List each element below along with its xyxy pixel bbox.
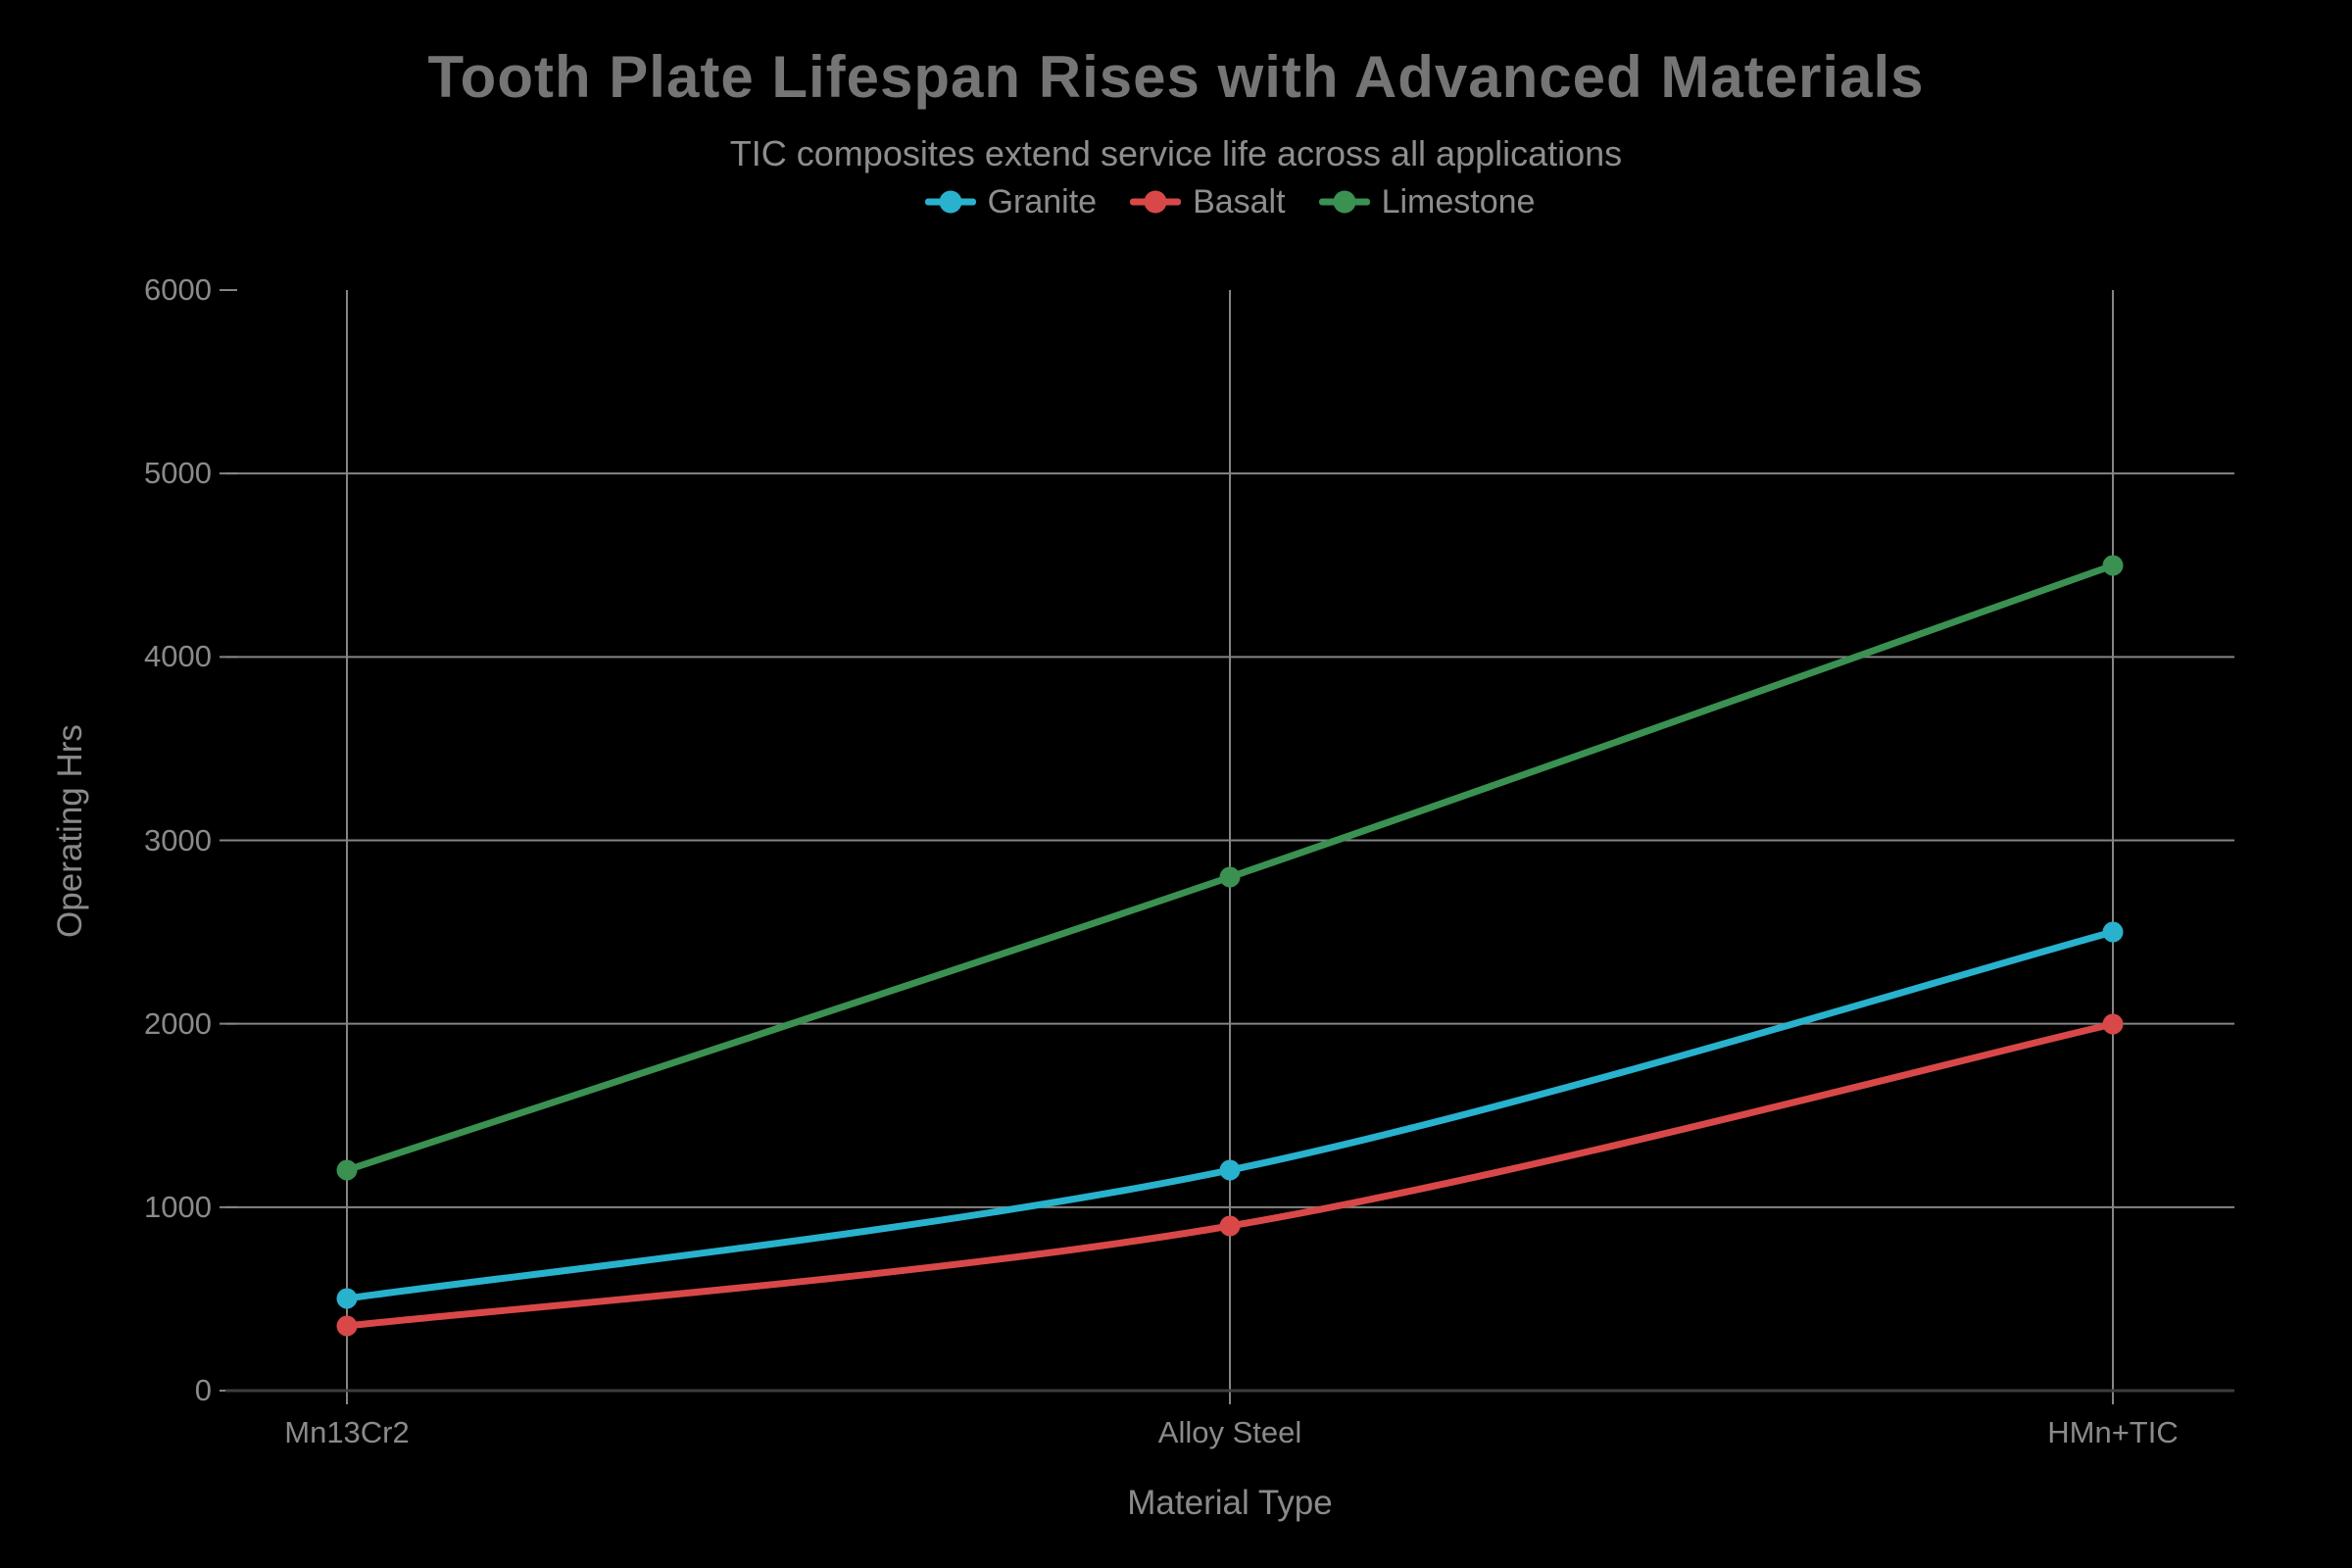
legend: Granite Basalt Limestone — [225, 180, 2234, 223]
data-point-basalt-0 — [336, 1315, 358, 1337]
legend-label: Basalt — [1193, 183, 1286, 220]
x-tick-label-0: Mn13Cr2 — [284, 1415, 410, 1449]
data-point-limestone-2 — [2102, 555, 2124, 576]
data-point-granite-2 — [2102, 921, 2124, 943]
y-tick-label-6000: 6000 — [144, 272, 212, 307]
x-tick-label-1: Alloy Steel — [1157, 1415, 1302, 1449]
x-axis-title: Material Type — [1127, 1484, 1333, 1522]
y-tick-label-4000: 4000 — [144, 639, 212, 674]
data-point-limestone-0 — [336, 1159, 358, 1181]
y-tick-label-5000: 5000 — [144, 456, 212, 491]
data-point-basalt-2 — [2102, 1013, 2124, 1035]
y-axis-title: Operating Hrs — [51, 724, 89, 938]
data-point-granite-1 — [1219, 1159, 1241, 1181]
legend-item-granite[interactable]: Granite — [924, 180, 1098, 223]
legend-item-basalt[interactable]: Basalt — [1130, 180, 1286, 223]
x-tick-label-2: HMn+TIC — [2047, 1415, 2179, 1449]
legend-line-dot-icon — [1318, 190, 1370, 214]
chart-subtitle: TIC composites extend service life acros… — [729, 133, 1623, 173]
legend-line-dot-icon — [924, 190, 976, 214]
data-point-basalt-1 — [1219, 1215, 1241, 1237]
legend-label: Limestone — [1381, 183, 1536, 220]
chart-title: Tooth Plate Lifespan Rises with Advanced… — [427, 44, 1925, 110]
legend-item-limestone[interactable]: Limestone — [1318, 180, 1536, 223]
y-tick-label-2000: 2000 — [144, 1005, 212, 1041]
legend-label: Granite — [987, 183, 1098, 220]
data-point-granite-0 — [336, 1288, 358, 1309]
legend-line-dot-icon — [1130, 190, 1182, 214]
y-tick-label-0: 0 — [194, 1373, 212, 1407]
y-tick-label-1000: 1000 — [144, 1189, 212, 1224]
y-tick-label-3000: 3000 — [144, 822, 212, 858]
data-point-limestone-1 — [1219, 866, 1241, 888]
